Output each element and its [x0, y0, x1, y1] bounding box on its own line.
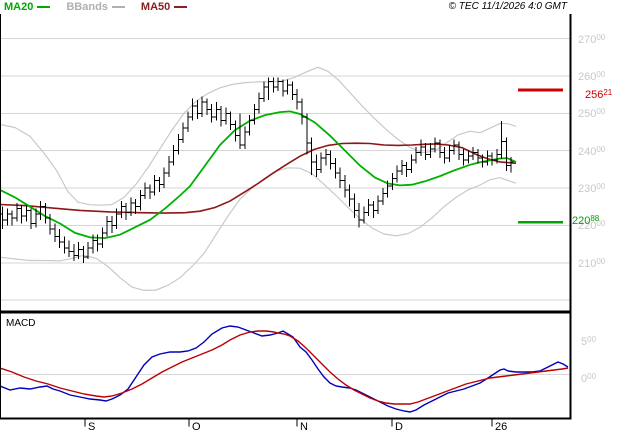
month-tick-label: 26 — [495, 421, 508, 433]
ma50-line-swatch-icon — [174, 6, 188, 8]
macd-axis-label: 500 — [581, 334, 597, 348]
macd-axis-label: 000 — [581, 371, 597, 385]
copyright-text: © TEC 11/1/2026 4:0 GMT — [448, 1, 567, 12]
ma20-line-swatch-icon — [37, 6, 51, 8]
alert-price-label-high: 25621 — [585, 88, 613, 102]
alert-price-label-low: 22088 — [572, 214, 600, 228]
bbands-line-swatch-icon — [111, 6, 125, 8]
price-axis-label: 22000 — [578, 219, 606, 233]
macd-panel-label: MACD — [6, 318, 36, 329]
legend-item-ma50: MA50 — [140, 1, 188, 13]
legend-item-ma20: MA20 — [4, 1, 51, 13]
price-axis-label: 25000 — [578, 107, 606, 121]
chart-legend: MA20 BBands MA50 — [4, 1, 188, 13]
month-tick-label: D — [395, 421, 403, 433]
month-tick-label: O — [192, 421, 201, 433]
price-axis-label: 27000 — [578, 32, 606, 46]
legend-label: MA50 — [140, 1, 171, 13]
month-tick-label: S — [88, 421, 96, 433]
price-axis-label: 21000 — [578, 256, 606, 270]
price-axis-label: 24000 — [578, 144, 606, 158]
price-axis-label: 26000 — [578, 69, 606, 83]
month-tick-label: N — [300, 421, 308, 433]
price-axis-label: 23000 — [578, 182, 606, 196]
legend-item-bbands: BBands — [66, 1, 125, 13]
legend-label: BBands — [66, 1, 108, 13]
legend-label: MA20 — [4, 1, 34, 13]
